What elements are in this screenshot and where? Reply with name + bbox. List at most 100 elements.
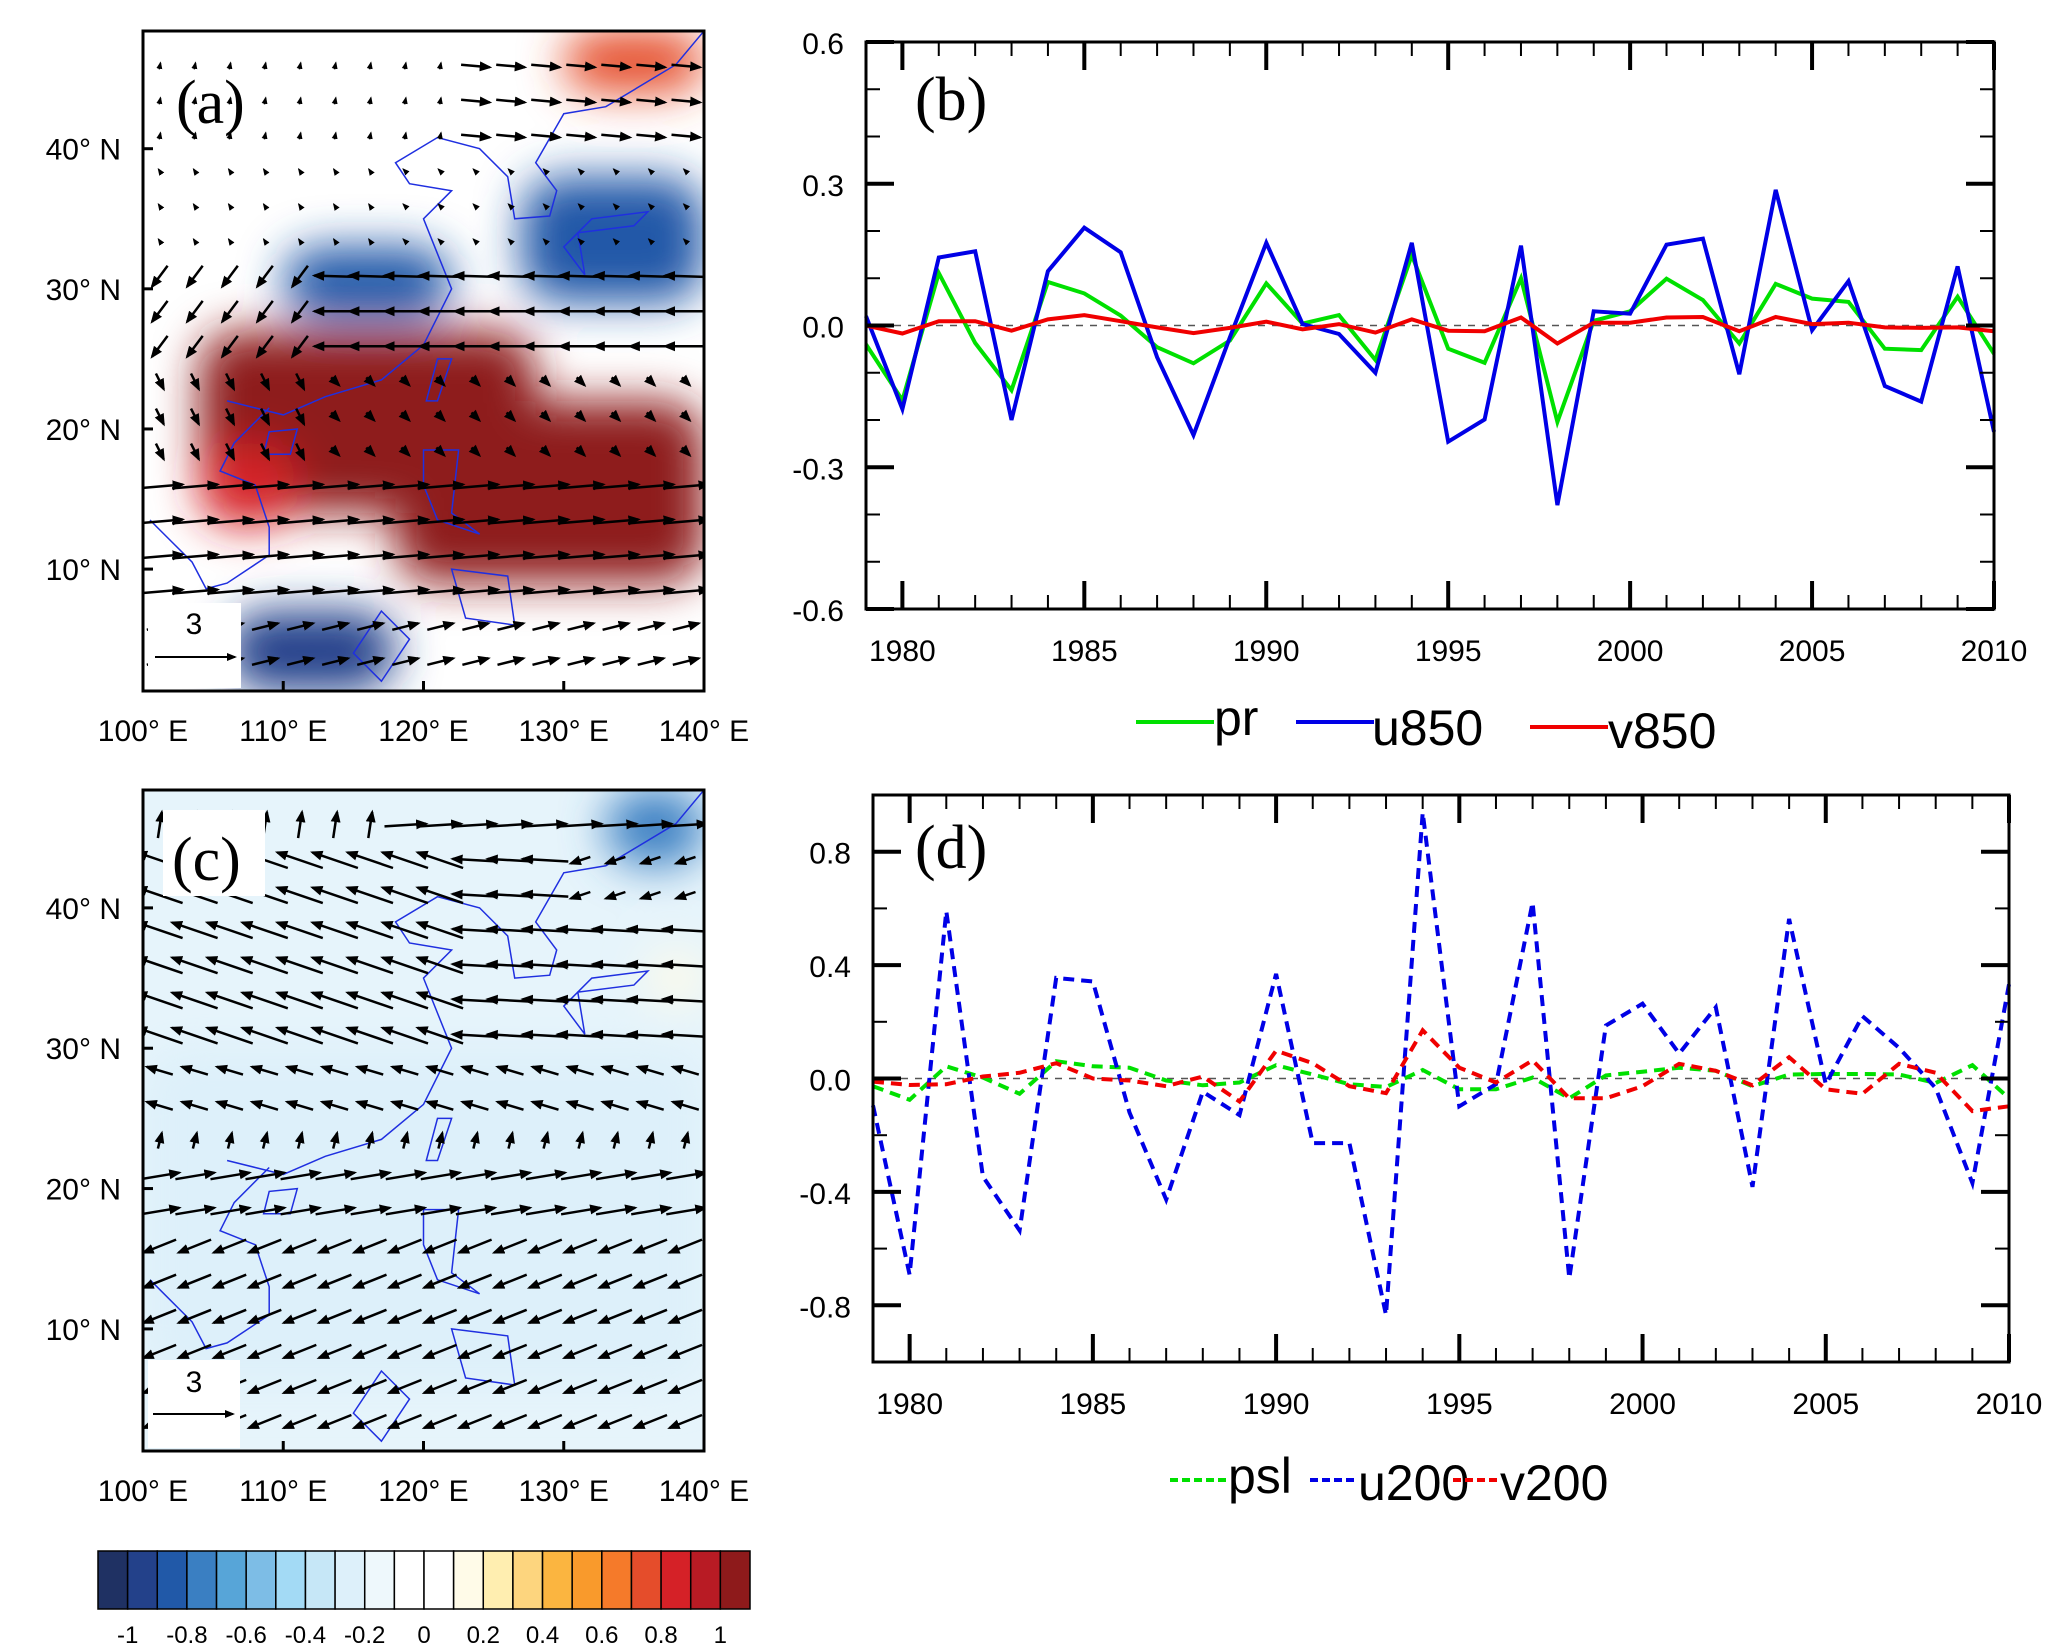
wind-vector xyxy=(415,991,464,1010)
colorbar-swatch xyxy=(275,1550,307,1610)
wind-vector xyxy=(143,515,186,526)
wind-vector xyxy=(175,1204,217,1216)
wind-vector xyxy=(189,443,200,462)
legend-label: psl xyxy=(1228,1448,1292,1504)
wind-vector xyxy=(472,168,480,176)
wind-vector xyxy=(316,1238,352,1254)
wind-vector xyxy=(384,819,429,830)
wind-vector xyxy=(262,167,270,176)
wind-vector xyxy=(420,1204,463,1216)
wind-vector xyxy=(452,515,501,526)
wind-vector xyxy=(638,855,661,865)
x-tick-label: 100° E xyxy=(98,1475,188,1508)
shading-region xyxy=(283,246,452,317)
wind-vector xyxy=(526,1378,563,1395)
wind-vector xyxy=(402,203,410,211)
wind-vector xyxy=(364,1130,375,1149)
shading-region xyxy=(605,790,704,866)
colorbar-label: 0.8 xyxy=(644,1622,677,1643)
wind-vector xyxy=(259,372,271,392)
wind-vector xyxy=(507,168,515,176)
wind-vector xyxy=(600,1099,629,1111)
panel-label-b: (b) xyxy=(915,66,987,134)
wind-vector xyxy=(525,1204,568,1216)
wind-vector xyxy=(176,1343,212,1360)
legend-item-u200: u200 xyxy=(1310,1455,1469,1511)
wind-vector xyxy=(207,550,256,561)
wind-vector xyxy=(297,167,305,176)
wind-vector xyxy=(204,1026,254,1045)
wind-vector xyxy=(667,1378,703,1395)
wind-vector xyxy=(189,1130,200,1149)
wind-vector xyxy=(171,550,221,561)
wind-vector xyxy=(594,819,639,830)
wind-vector xyxy=(365,809,376,839)
wind-vector xyxy=(490,1204,533,1216)
legend-item-pr: pr xyxy=(1136,690,1258,746)
wind-vector xyxy=(176,1308,212,1324)
wind-vector xyxy=(277,585,326,596)
legend-label: u200 xyxy=(1358,1455,1469,1511)
wind-vector xyxy=(592,585,641,596)
wind-vector xyxy=(310,1026,359,1045)
wind-vector xyxy=(192,237,200,246)
colorbar-label: -0.4 xyxy=(285,1622,326,1643)
y-tick-label: 0.6 xyxy=(802,28,844,61)
x-tick-label: 2005 xyxy=(1779,635,1846,668)
wind-vector xyxy=(597,1238,633,1254)
wind-vector xyxy=(531,131,563,142)
wind-vector xyxy=(239,991,289,1010)
wind-vector xyxy=(671,61,703,72)
wind-vector xyxy=(315,1204,358,1216)
wind-vector xyxy=(424,1064,454,1076)
wind-vector xyxy=(680,1130,691,1149)
series-line-v200 xyxy=(872,1027,2010,1114)
legend-item-v850: v850 xyxy=(1530,703,1716,759)
wind-vector xyxy=(380,886,429,905)
wind-vector xyxy=(426,620,456,632)
wind-vector xyxy=(627,480,676,491)
wind-vector xyxy=(417,585,466,596)
wind-vector xyxy=(211,1308,247,1324)
wind-vector xyxy=(380,1026,429,1045)
wind-vector xyxy=(154,443,165,462)
shading-region xyxy=(563,31,704,93)
wind-vector xyxy=(319,1099,349,1111)
wind-vector xyxy=(224,1130,235,1149)
wind-vector xyxy=(415,921,464,940)
y-tick-label: 40° N xyxy=(46,893,121,926)
panel-d-chart: 1980 1985 1990 1995 2000 2005 2010 0.8 0.4 0.0 -0.… xyxy=(799,793,2042,1511)
series-line-u200 xyxy=(871,812,2011,1316)
series-line-pr xyxy=(864,249,1996,429)
wind-vector xyxy=(567,620,597,632)
wind-vector xyxy=(245,1204,287,1216)
wind-vector xyxy=(667,1238,703,1254)
colorbar-swatch xyxy=(393,1550,425,1610)
wind-vector xyxy=(191,61,198,70)
wind-vector xyxy=(491,1343,528,1360)
wind-vector xyxy=(402,168,410,176)
wind-vector xyxy=(274,991,324,1010)
y-tick-label: 20° N xyxy=(46,1174,121,1207)
wind-vector xyxy=(226,96,233,105)
wind-vector xyxy=(224,372,236,392)
wind-vector xyxy=(347,515,396,526)
wind-vector xyxy=(682,238,691,246)
wind-vector xyxy=(207,515,256,526)
wind-vector xyxy=(456,1343,493,1360)
wind-vector xyxy=(261,131,268,140)
shading-region xyxy=(647,949,704,1007)
wind-vector xyxy=(366,96,373,105)
wind-vector xyxy=(150,300,169,324)
wind-vector xyxy=(666,1204,704,1216)
wind-vector xyxy=(632,1273,668,1289)
wind-vector xyxy=(402,238,410,246)
wind-vector xyxy=(573,374,587,387)
panel-label-d: (d) xyxy=(915,814,987,882)
wind-vector xyxy=(435,1130,445,1149)
wind-vector xyxy=(312,480,361,491)
wind-vector xyxy=(495,1099,524,1111)
wind-vector xyxy=(472,238,480,246)
wind-vector xyxy=(368,167,375,176)
colorbar-label: -0.8 xyxy=(166,1622,207,1643)
